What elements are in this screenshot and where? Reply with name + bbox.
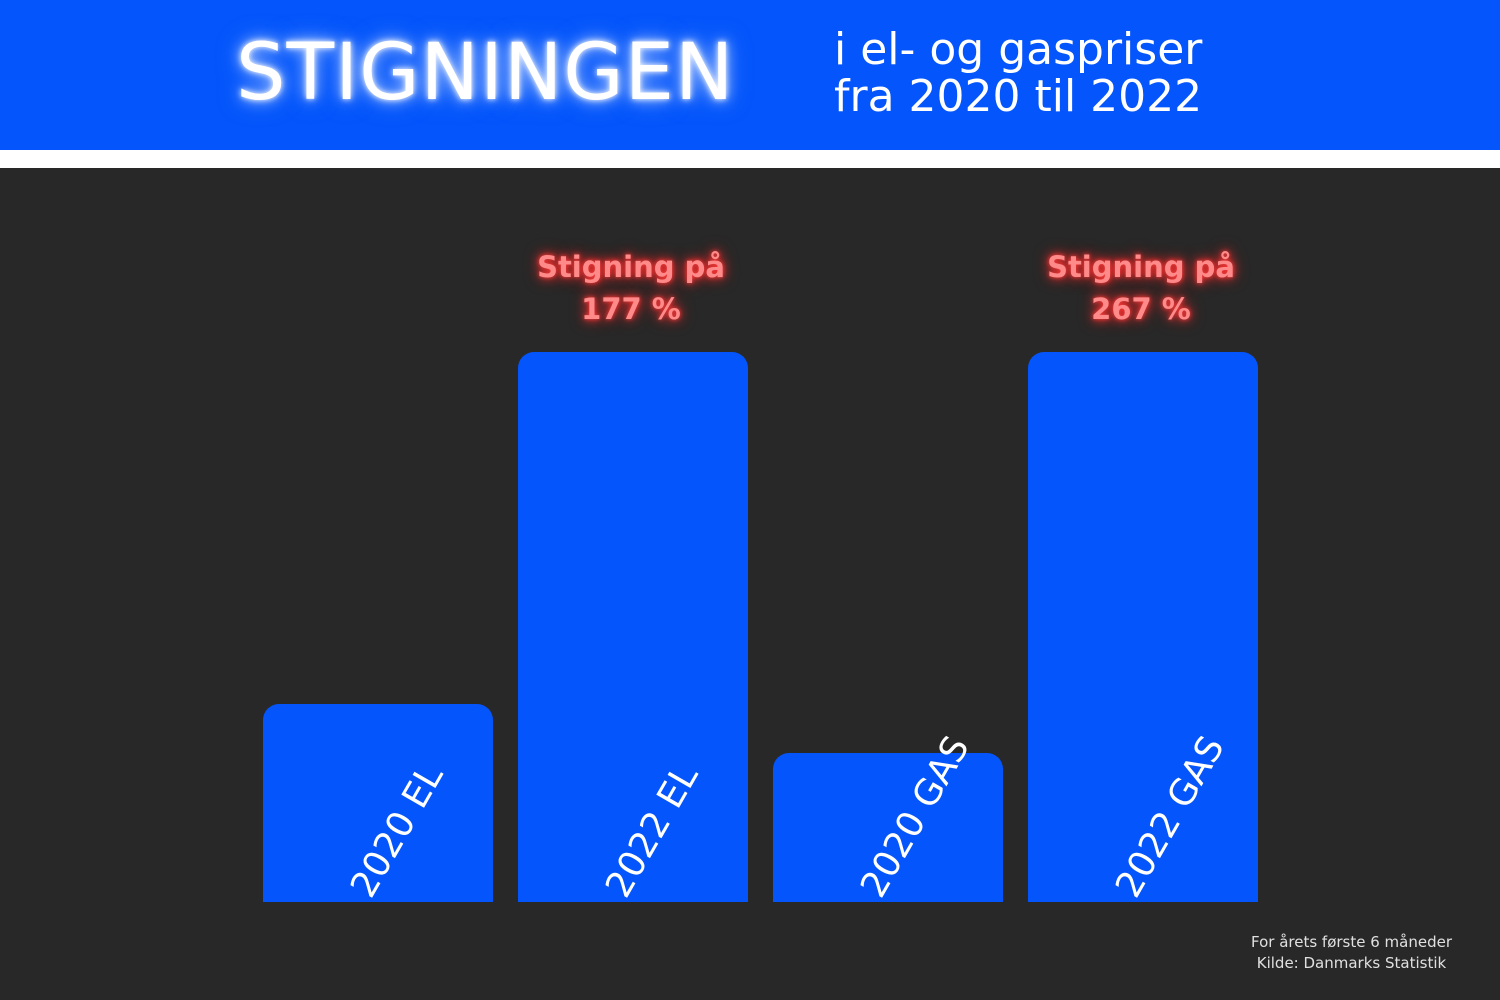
bar-2020-gas: [773, 753, 1003, 902]
subtitle-line-2: fra 2020 til 2022: [834, 71, 1203, 122]
bar-chart: 2020 EL 2022 EL 2020 GAS 2022 GAS Stigning p…: [0, 168, 1500, 1000]
footnote-period: For årets første 6 måneder: [1250, 933, 1452, 951]
header-banner: STIGNINGEN i el- og gaspriser fra 2020 t…: [0, 0, 1500, 150]
chart-subtitle: i el- og gaspriser fra 2020 til 2022: [834, 26, 1202, 120]
footnote-source: Kilde: Danmarks Statistik: [1256, 954, 1447, 972]
bar-2020-el: [263, 704, 493, 902]
annotation-line-1: Stigning på: [1047, 250, 1235, 284]
bar-2022-el: [518, 352, 748, 902]
divider-strip: [0, 150, 1500, 168]
annotation-line-1: Stigning på: [537, 250, 725, 284]
subtitle-line-1: i el- og gaspriser: [834, 24, 1203, 75]
annotation-line-2: 177 %: [581, 292, 681, 326]
chart-title: STIGNINGEN: [236, 28, 735, 118]
annotation-2022-gas: Stigning på 267 %: [991, 246, 1291, 330]
bar-2022-gas: [1028, 352, 1258, 902]
annotation-line-2: 267 %: [1091, 292, 1191, 326]
footnote: For årets første 6 måneder Kilde: Danmar…: [1251, 932, 1452, 974]
annotation-2022-el: Stigning på 177 %: [481, 246, 781, 330]
